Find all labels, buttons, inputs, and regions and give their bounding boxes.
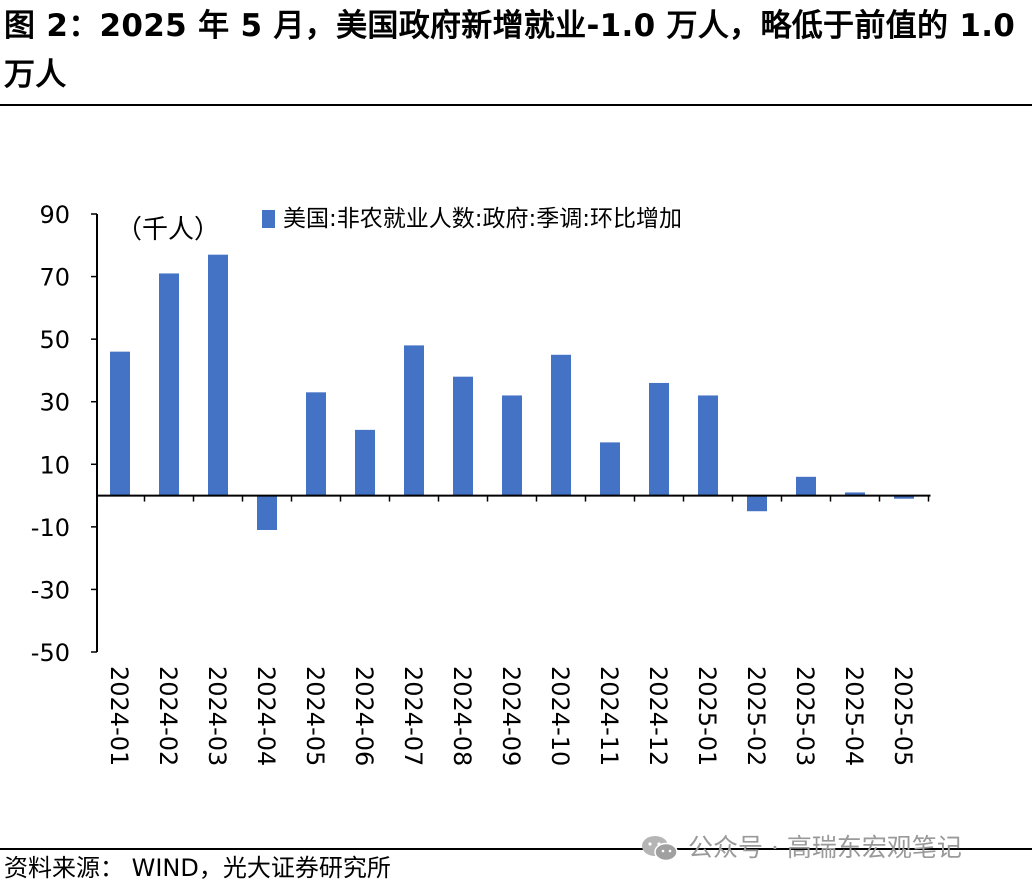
bar-2024-09 bbox=[502, 395, 522, 496]
chart-title: 图 2：2025 年 5 月，美国政府新增就业-1.0 万人，略低于前值的 1.… bbox=[4, 8, 1016, 93]
x-tick-label: 2024-11 bbox=[595, 666, 623, 766]
legend-label: 美国:非农就业人数:政府:季调:环比增加 bbox=[283, 206, 682, 232]
x-tick-label: 2024-04 bbox=[252, 666, 280, 766]
x-tick-label: 2025-02 bbox=[742, 666, 770, 766]
x-tick-label: 2025-05 bbox=[889, 666, 917, 766]
bar-2024-07 bbox=[404, 345, 424, 496]
y-axis-unit-label: （千人） bbox=[116, 215, 221, 245]
bar-2024-06 bbox=[355, 429, 375, 496]
x-tick-label: 2024-09 bbox=[497, 666, 525, 766]
bar-2025-04 bbox=[845, 492, 865, 496]
x-tick-label: 2024-10 bbox=[546, 666, 574, 766]
x-tick-label: 2024-02 bbox=[154, 666, 182, 766]
bar-2024-03 bbox=[208, 254, 228, 496]
y-tick-label: 70 bbox=[39, 264, 70, 292]
bar-2024-04 bbox=[257, 495, 277, 530]
bar-2024-08 bbox=[453, 376, 473, 496]
y-tick-label: -30 bbox=[31, 576, 70, 604]
bar-2024-10 bbox=[551, 354, 571, 496]
x-tick-label: 2025-03 bbox=[791, 666, 819, 766]
bar-2025-03 bbox=[796, 476, 816, 496]
legend: 美国:非农就业人数:政府:季调:环比增加 bbox=[262, 201, 682, 237]
y-tick-label: 10 bbox=[39, 451, 70, 479]
bar-2024-02 bbox=[159, 273, 179, 496]
bar-chart: 90 70 50 30 10 -10 -30 -50 2024-01 2024-02 2024-03… bbox=[31, 201, 931, 766]
y-tick-label: -10 bbox=[31, 514, 70, 542]
bar-2024-12 bbox=[649, 382, 669, 496]
wechat-icon bbox=[642, 836, 678, 862]
title-divider bbox=[0, 104, 1032, 106]
y-tick-label: 90 bbox=[39, 201, 70, 229]
x-tick-label: 2024-08 bbox=[448, 666, 476, 766]
watermark-text: 公众号 · 高瑞东宏观笔记 bbox=[688, 833, 962, 862]
bar-2025-05 bbox=[894, 495, 914, 499]
x-tick-label: 2024-12 bbox=[644, 666, 672, 766]
x-tick-label: 2025-01 bbox=[693, 666, 721, 766]
bar-2024-05 bbox=[306, 392, 326, 496]
source-note: 资料来源： WIND，光大证券研究所 bbox=[4, 854, 391, 882]
bar-2025-02 bbox=[747, 495, 767, 512]
bar-2025-01 bbox=[698, 395, 718, 496]
x-tick-label: 2024-03 bbox=[203, 666, 231, 766]
y-tick-label: 30 bbox=[39, 389, 70, 417]
x-tick-label: 2024-06 bbox=[350, 666, 378, 766]
y-tick-label: 50 bbox=[39, 326, 70, 354]
legend-swatch bbox=[262, 210, 275, 228]
x-tick-label: 2024-01 bbox=[105, 666, 133, 766]
watermark: 公众号 · 高瑞东宏观笔记 bbox=[640, 830, 962, 866]
bar-2024-11 bbox=[600, 442, 620, 496]
x-tick-label: 2024-05 bbox=[301, 666, 329, 766]
footer-divider bbox=[0, 848, 1032, 850]
x-tick-label: 2025-04 bbox=[840, 666, 868, 766]
bar-2024-01 bbox=[110, 351, 130, 496]
x-tick-label: 2024-07 bbox=[399, 666, 427, 766]
y-tick-label: -50 bbox=[31, 639, 70, 667]
